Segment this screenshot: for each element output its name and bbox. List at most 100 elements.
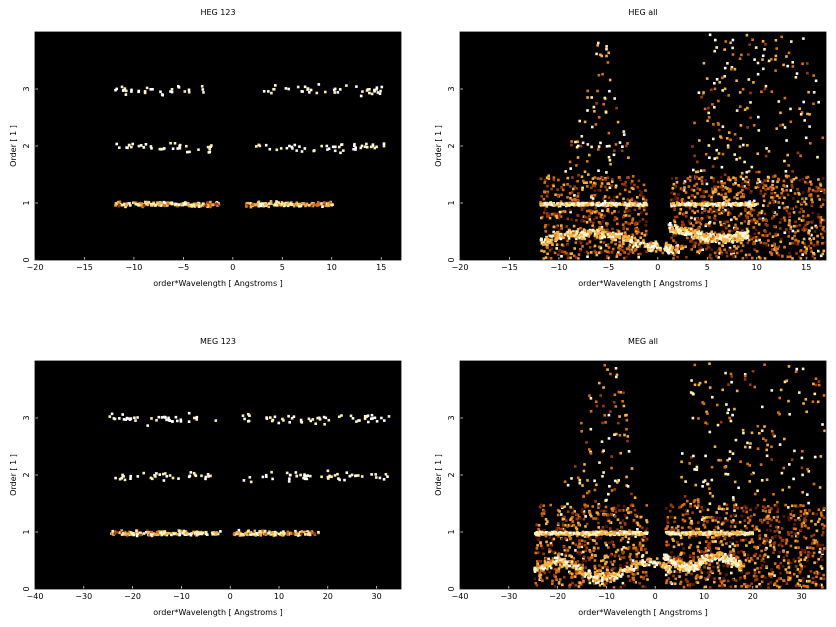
heatmap-cell — [554, 232, 557, 235]
heatmap-cell — [634, 230, 638, 233]
heatmap-cell — [718, 541, 722, 544]
heatmap-cell — [686, 236, 689, 240]
heatmap-cell — [696, 187, 699, 190]
heatmap-cell — [268, 147, 272, 151]
heatmap-cell — [548, 216, 552, 220]
heatmap-cell — [566, 243, 570, 246]
heatmap-cell — [309, 88, 313, 92]
heatmap-cell — [623, 188, 627, 192]
heatmap-cell — [339, 151, 342, 155]
heatmap-cell — [691, 227, 694, 231]
heatmap-cell — [555, 571, 558, 574]
heatmap-cell — [766, 234, 769, 237]
heatmap-cell — [694, 205, 698, 208]
heatmap-cell — [138, 531, 142, 535]
heatmap-cell — [700, 95, 703, 99]
heatmap-cell — [565, 232, 568, 236]
heatmap-cell — [665, 246, 668, 249]
heatmap-cell — [597, 506, 600, 509]
heatmap-cell — [792, 477, 795, 481]
heatmap-cell — [118, 417, 121, 420]
heatmap-cell — [760, 479, 764, 482]
heatmap-cell — [711, 240, 714, 243]
heatmap-cell — [555, 238, 558, 242]
heatmap-cell — [645, 519, 648, 522]
heatmap-cell — [768, 540, 772, 544]
heatmap-cell — [359, 94, 363, 98]
heatmap-cell — [693, 504, 697, 508]
heatmap-cell — [365, 415, 369, 418]
heatmap-cell — [680, 558, 683, 561]
heatmap-cell — [707, 576, 710, 579]
heatmap-cell — [774, 234, 778, 237]
heatmap-cell — [557, 552, 561, 555]
heatmap-cell — [603, 96, 607, 100]
heatmap-cell — [684, 512, 688, 516]
heatmap-cell — [778, 206, 781, 209]
heatmap-cell — [641, 218, 645, 221]
heatmap-cell — [748, 43, 751, 46]
heatmap-cell — [613, 216, 617, 219]
heatmap-cell — [560, 224, 563, 227]
heatmap-cell — [798, 391, 801, 394]
heatmap-cell — [731, 234, 734, 238]
heatmap-cell — [195, 204, 198, 207]
heatmap-cell — [271, 418, 275, 422]
heatmap-cell — [195, 530, 199, 534]
heatmap-cell — [358, 419, 361, 422]
heatmap-cell — [794, 546, 797, 549]
heatmap-cell — [338, 415, 341, 419]
heatmap-cell — [589, 513, 592, 516]
heatmap-cell — [253, 203, 256, 206]
heatmap-cell — [724, 186, 727, 189]
heatmap-cell — [820, 218, 824, 222]
heatmap-cell — [561, 522, 565, 525]
heatmap-cell — [558, 510, 561, 513]
heatmap-cell — [583, 229, 587, 233]
heatmap-cell — [744, 207, 747, 211]
heatmap-cell — [808, 194, 811, 197]
heatmap-cell — [176, 419, 179, 423]
heatmap-cell — [801, 197, 804, 201]
heatmap-cell — [693, 121, 696, 125]
heatmap-cell — [596, 89, 599, 93]
heatmap-cell — [550, 203, 553, 207]
heatmap-cell — [626, 439, 629, 443]
heatmap-cell — [742, 562, 746, 566]
heatmap-cell — [735, 238, 738, 241]
heatmap-cell — [815, 185, 819, 189]
heatmap-cell — [726, 473, 730, 476]
heatmap-cell — [252, 533, 256, 536]
heatmap-cell — [622, 130, 626, 133]
heatmap-cell — [698, 219, 702, 222]
heatmap-cell — [770, 90, 774, 93]
heatmap-cell — [822, 507, 826, 510]
heatmap-cell — [776, 233, 779, 237]
heatmap-cell — [603, 195, 607, 198]
heatmap-cell — [612, 543, 615, 547]
heatmap-cell — [756, 152, 759, 155]
heatmap-cell — [799, 558, 803, 561]
heatmap-cell — [711, 191, 715, 194]
y-tick-label: 1 — [22, 200, 31, 205]
heatmap-cell — [606, 566, 609, 569]
heatmap-cell — [785, 582, 789, 585]
heatmap-cell — [705, 236, 708, 240]
heatmap-cell — [784, 568, 788, 571]
heatmap-cell — [762, 186, 765, 189]
y-axis-label: Order [ 1 ] — [9, 454, 18, 496]
heatmap-cell — [630, 492, 633, 496]
heatmap-cell — [789, 227, 792, 230]
heatmap-cell — [807, 230, 810, 234]
heatmap-cell — [683, 180, 687, 183]
heatmap-cell — [617, 479, 620, 482]
heatmap-cell — [674, 195, 678, 199]
heatmap-cell — [682, 181, 686, 185]
heatmap-cell — [627, 246, 631, 249]
heatmap-cell — [726, 239, 729, 243]
heatmap-cell — [818, 486, 822, 489]
heatmap-cell — [354, 146, 357, 149]
heatmap-cell — [750, 473, 753, 476]
heatmap-cell — [288, 473, 292, 477]
heatmap-cell — [563, 480, 567, 483]
